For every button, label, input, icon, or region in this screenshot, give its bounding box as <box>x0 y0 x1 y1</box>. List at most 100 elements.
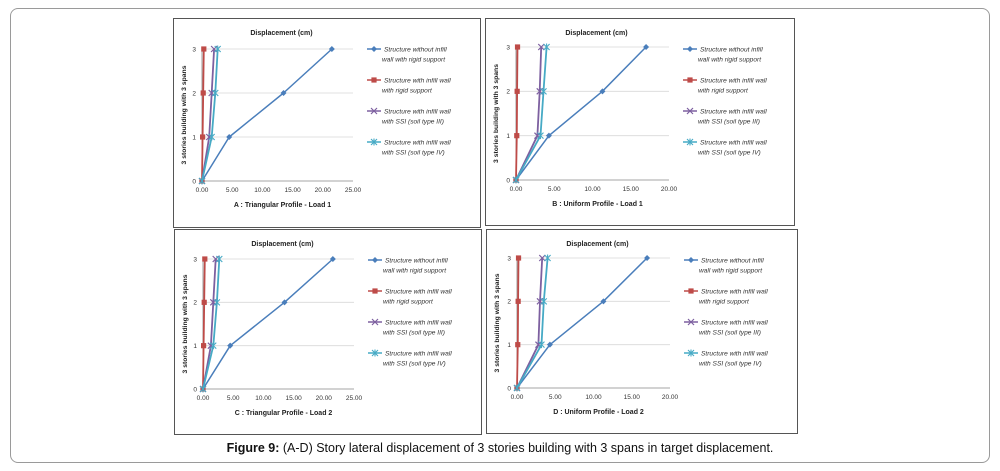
chart-2-series-1-line <box>202 258 206 390</box>
chart-1-xtick-label: 5.00 <box>548 186 561 193</box>
chart-3-legend-line: wall with rigid support <box>699 268 763 275</box>
chart-2-legend-swatch-marker <box>372 257 378 263</box>
chart-panel-a: Displacement (cm) 0 1 2 3 0.00 5.00 10.00 15.00 2… <box>173 18 481 228</box>
chart-0-legend-line: with SSI (soil type IV) <box>382 150 445 157</box>
chart-0-legend-entry: Structure without infill wall with rigid … <box>382 47 447 64</box>
chart-1-series-2-line <box>515 46 543 181</box>
chart-1-series-2-point <box>537 43 545 51</box>
chart-panel-d: Displacement (cm) 0 1 2 3 0.00 5.00 10.00 15.00 2… <box>486 229 798 434</box>
chart-1-series-1-line <box>515 46 519 181</box>
chart-2-ytick-label: 2 <box>193 300 197 307</box>
chart-0-legend-entry: Structure with infill wall with SSI (soil… <box>382 109 451 126</box>
chart-1-legend-swatch-marker <box>687 77 693 83</box>
chart-1-legend-line: Structure without infill <box>700 47 763 54</box>
chart-2-legend-line: Structure with infill wall <box>385 351 452 358</box>
figure-caption: Figure 9: (A-D) Story lateral displaceme… <box>0 441 1000 455</box>
chart-3-legend-entry: Structure with infill wall with SSI (soil… <box>699 320 768 337</box>
chart-0-series-0-line <box>201 48 333 182</box>
chart-0-series-1-point <box>201 46 207 52</box>
chart-1-ytick-label: 3 <box>506 44 510 51</box>
chart-3-title: Displacement (cm) <box>566 241 628 248</box>
chart-2-ytick-label: 3 <box>193 256 197 263</box>
chart-0-xtick-label: 5.00 <box>226 187 239 194</box>
chart-3-xtick-label: 0.00 <box>511 394 524 401</box>
chart-0-xtick-label: 25.00 <box>345 187 362 194</box>
chart-0-legend-entry: Structure with infill wall with SSI (soil… <box>382 140 451 157</box>
chart-3-xtick-label: 10.00 <box>585 394 602 401</box>
chart-3-legend-entry: Structure with infill wall with rigid sup… <box>699 289 768 306</box>
chart-2-series-0-point <box>329 256 336 262</box>
chart-1-series-3-point <box>543 43 550 51</box>
chart-2-series-0-point <box>281 299 288 306</box>
chart-2-legend-line: Structure without infill <box>385 258 448 265</box>
chart-panel-c: Displacement (cm) 0 1 2 3 0.00 5.00 10.00 15.00 2… <box>174 229 482 435</box>
chart-3-svg: Displacement (cm) 0 1 2 3 0.00 5.00 10.00 15.00 2… <box>494 241 768 416</box>
chart-1-series-3-line <box>515 46 548 181</box>
chart-2-xtick-label: 5.00 <box>227 395 240 402</box>
chart-1-series-0-point <box>599 88 606 95</box>
chart-0-series-1-line <box>201 48 205 182</box>
chart-2-svg: Displacement (cm) 0 1 2 3 0.00 5.00 10.00 15.00 2… <box>182 241 452 417</box>
chart-1-ytick-label: 2 <box>506 89 510 96</box>
chart-0-series-3-point <box>208 133 216 141</box>
chart-1-ytick-label: 1 <box>506 133 510 140</box>
chart-1-title: Displacement (cm) <box>565 30 627 37</box>
chart-3-series-3-point <box>513 384 521 392</box>
chart-1-legend-entry: Structure with infill wall with SSI (soil… <box>698 140 767 157</box>
chart-2-xtick-label: 25.00 <box>346 395 363 402</box>
chart-2-legend-swatch-marker <box>371 318 379 326</box>
chart-3-series-3-point <box>538 341 545 349</box>
chart-1-series-0-point <box>643 44 650 50</box>
chart-2-legend-entry: Structure with infill wall with rigid sup… <box>383 289 452 306</box>
chart-0-legend-line: with SSI (soil type III) <box>382 119 444 126</box>
chart-1-series-0-line <box>515 46 647 181</box>
chart-1-legend-swatch-marker <box>686 107 694 115</box>
chart-3-legend-entry: Structure without infill wall with rigid … <box>699 258 764 275</box>
chart-2-series-3-point <box>199 385 207 393</box>
chart-2-series-0-line <box>202 258 334 390</box>
chart-2-legend-swatch-marker <box>372 288 378 294</box>
chart-2-series-3-point <box>215 255 223 263</box>
chart-0-legend-line: Structure without infill <box>384 47 447 54</box>
chart-1-series-3-point <box>540 87 547 95</box>
chart-2-series-3-point <box>209 342 217 350</box>
chart-0-xtick-label: 0.00 <box>196 187 209 194</box>
chart-0-legend-line: Structure with infill wall <box>384 109 451 116</box>
chart-3-series-3-point <box>540 297 548 305</box>
chart-1-legend-entry: Structure without infill wall with rigid … <box>698 47 763 64</box>
chart-1-legend-line: Structure with infill wall <box>700 78 767 85</box>
chart-3-series-1-point <box>515 255 522 261</box>
chart-3-legend-line: with SSI (soil type III) <box>699 330 761 337</box>
chart-1-legend-line: with SSI (soil type IV) <box>698 150 761 157</box>
chart-0-xtick-label: 10.00 <box>254 187 271 194</box>
chart-3-ytick-label: 0 <box>507 385 511 392</box>
chart-panel-b: Displacement (cm) 0 1 2 3 0.00 5.00 10.00 15.00 2… <box>485 18 795 226</box>
chart-3-ylabel: 3 stories building with 3 spans <box>494 273 501 372</box>
chart-3-legend-entry: Structure with infill wall with SSI (soil… <box>699 351 768 368</box>
chart-3-series-3-point <box>544 254 551 262</box>
chart-0-xtick-label: 20.00 <box>315 187 332 194</box>
chart-1-xtick-label: 20.00 <box>661 186 678 193</box>
chart-2-series-2-line <box>202 258 217 390</box>
chart-2-xlabel: C : Triangular Profile - Load 2 <box>235 410 333 417</box>
chart-2-legend-line: with SSI (soil type III) <box>383 330 445 337</box>
chart-1-series-3-point <box>537 132 544 140</box>
chart-1-xlabel: B : Uniform Profile - Load 1 <box>552 201 643 208</box>
chart-0-xtick-label: 15.00 <box>284 187 301 194</box>
chart-3-legend-line: with rigid support <box>699 299 750 306</box>
chart-0-xlabel: A : Triangular Profile - Load 1 <box>234 202 331 209</box>
chart-2-legend-line: wall with rigid support <box>383 268 447 275</box>
chart-2-xtick-label: 15.00 <box>285 395 302 402</box>
chart-0-title: Displacement (cm) <box>250 30 312 37</box>
chart-3-series-3-line <box>516 257 549 389</box>
chart-0-legend-swatch-marker <box>371 77 377 83</box>
chart-1-legend-line: with SSI (soil type III) <box>698 119 760 126</box>
chart-0-series-3-point <box>211 89 219 97</box>
chart-2-xtick-label: 0.00 <box>197 395 210 402</box>
chart-3-series-1-point <box>515 342 521 348</box>
chart-2-legend-line: Structure with infill wall <box>385 320 452 327</box>
chart-0-series-0-point <box>226 134 233 140</box>
chart-0-legend-swatch-marker <box>370 107 378 115</box>
chart-3-series-1-line <box>516 257 520 389</box>
chart-1-legend-line: with rigid support <box>698 88 749 95</box>
